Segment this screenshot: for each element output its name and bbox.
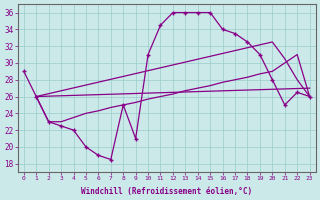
X-axis label: Windchill (Refroidissement éolien,°C): Windchill (Refroidissement éolien,°C) [81, 187, 252, 196]
